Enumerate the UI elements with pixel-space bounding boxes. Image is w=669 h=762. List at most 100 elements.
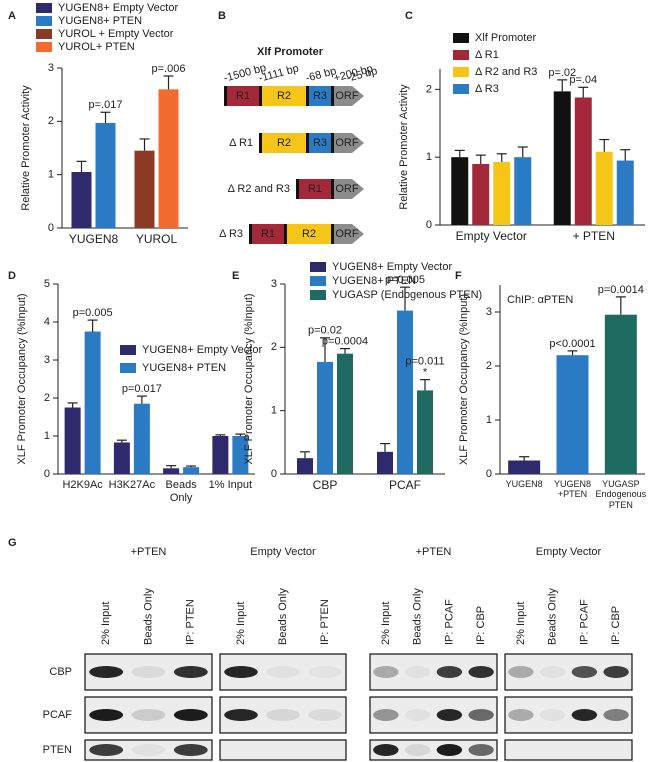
separator (249, 224, 252, 244)
band (266, 709, 300, 721)
legend-label: YUGEN8+ PTEN (332, 275, 416, 287)
separator (224, 86, 227, 106)
lane-label: Beads Only (142, 588, 154, 645)
legend-swatch (36, 3, 52, 13)
y-tick-label: 0 (48, 222, 54, 234)
lane-label: IP: CBP (610, 606, 622, 645)
error-bar (475, 154, 486, 164)
legend-label: YUGEN8+ Empty Vector (332, 261, 452, 273)
band (404, 744, 431, 756)
blot-background (505, 740, 632, 760)
blot-background (370, 740, 497, 760)
y-tick-label: 5 (44, 278, 50, 290)
x-tick-label: YUGEN8 (68, 233, 119, 246)
segment-label: R1 (261, 228, 275, 240)
separator (296, 179, 299, 199)
category-label-box: YUGEN8 +PTEN (553, 479, 591, 500)
category-label-box: Empty Vector (456, 230, 527, 243)
band (508, 709, 534, 721)
band (468, 709, 494, 721)
error-bar (519, 456, 530, 461)
category-label-box: H2K9Ac (62, 479, 102, 491)
annotation: p=0.011 (405, 356, 444, 368)
legend-label: YUGEN8+ PTEN (142, 362, 226, 374)
category-label-box: YUGASP Endogenous PTEN (596, 479, 647, 510)
legend-swatch (453, 67, 469, 77)
legend-label: Δ R3 (475, 83, 499, 95)
y-tick-label: 3 (48, 62, 54, 74)
bar (472, 163, 490, 225)
category-label-box: CBP (313, 479, 338, 492)
lane-label: IP: CBP (475, 606, 487, 645)
category-label-box: YUGEN8 (68, 233, 119, 246)
lane-label: Beads Only (547, 588, 559, 645)
panel-label: G (8, 537, 17, 549)
y-tick-label: 3 (271, 278, 277, 290)
blot-frame (84, 653, 213, 691)
y-tick-label: 1 (44, 430, 50, 442)
bar (417, 390, 433, 474)
row-label: Δ R2 and R3 (228, 183, 290, 195)
bar (493, 161, 511, 225)
bar (212, 436, 229, 474)
band (539, 709, 566, 721)
x-tick-label: + PTEN (572, 230, 615, 243)
orf-arrow (334, 179, 364, 199)
orf-arrow (334, 133, 364, 153)
category-label-box: Beads Only (166, 479, 197, 504)
separator (306, 133, 309, 153)
segment-label: R1 (236, 90, 250, 102)
legend-swatch (120, 363, 136, 373)
blot-frame (369, 739, 498, 761)
error-bar (235, 433, 246, 436)
error-bar (139, 138, 150, 151)
blot-frame (504, 739, 633, 761)
annotation: p=.006 (152, 63, 186, 75)
error-bar (567, 350, 578, 356)
bar (514, 157, 532, 225)
segment (252, 224, 284, 244)
bar (84, 331, 101, 474)
panel-label: F (455, 270, 462, 282)
annotation: p<0.0001 (549, 338, 595, 350)
error-bar (186, 465, 197, 468)
annotation: p=0.0004 (322, 336, 368, 348)
error-bar (517, 146, 528, 158)
error-bar (87, 319, 98, 332)
separator (331, 86, 334, 106)
error-bar (599, 138, 610, 152)
segment-label: R2 (277, 137, 291, 149)
y-tick-label: 0 (271, 468, 277, 480)
category-label-box: YUROL (136, 233, 177, 246)
band (89, 666, 124, 678)
bar (451, 157, 469, 225)
lane-label: 2% Input (100, 602, 112, 645)
legend-label: YUGEN8+ Empty Vector (142, 344, 262, 356)
x-tick-label: YUGEN8 +PTEN (553, 479, 591, 500)
bar (64, 407, 81, 474)
bar (95, 122, 116, 228)
segment (309, 86, 331, 106)
legend-label: Δ R1 (475, 49, 499, 61)
lane-label: Beads Only (412, 588, 424, 645)
group-header: Empty Vector (250, 546, 316, 558)
band (373, 666, 399, 678)
band (308, 666, 342, 678)
category-label-box: YUGEN8 (506, 479, 543, 489)
annotation: p=0.0014 (598, 284, 644, 296)
segment-label: ORF (335, 183, 359, 195)
group-header: +PTEN (131, 546, 167, 558)
y-tick-label: 0 (44, 468, 50, 480)
y-axis-label: XLF Promoter Occupancy (%Input) (243, 293, 255, 464)
lane-label: Beads Only (277, 588, 289, 645)
bar (133, 403, 150, 474)
segment (227, 86, 259, 106)
row-label: PTEN (43, 744, 72, 756)
band (436, 744, 463, 756)
y-tick-label: 2 (486, 360, 492, 372)
annotation: p=0.005 (385, 274, 425, 286)
y-tick-label: 2 (271, 341, 277, 353)
category-label-box: PCAF (389, 479, 421, 492)
bar (556, 355, 589, 474)
